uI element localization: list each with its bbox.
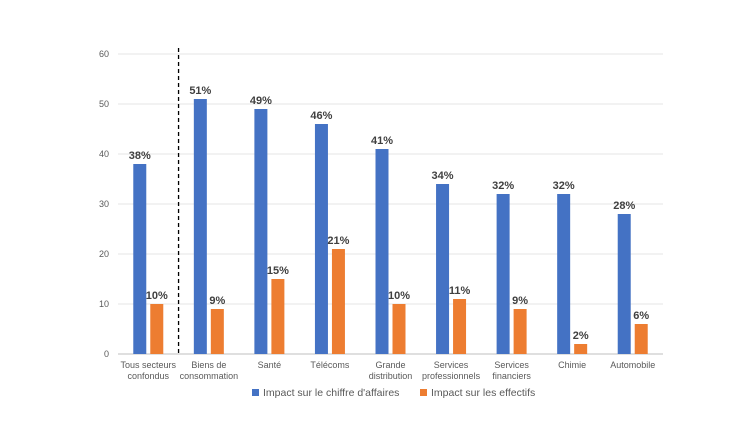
bar-effectifs xyxy=(453,299,467,354)
bar-effectifs xyxy=(574,344,588,354)
y-tick-label: 20 xyxy=(99,249,109,259)
y-tick-label: 30 xyxy=(99,199,109,209)
bar-effectifs xyxy=(150,304,164,354)
bars xyxy=(133,99,648,354)
y-tick-label: 60 xyxy=(99,49,109,59)
data-label: 2% xyxy=(573,330,589,342)
bar-chiffre-affaires xyxy=(375,149,389,354)
data-label: 28% xyxy=(613,200,635,212)
bar-chiffre-affaires xyxy=(617,214,631,354)
data-label: 21% xyxy=(327,235,349,247)
category-label: Tous secteurs confondus xyxy=(121,360,177,381)
bar-effectifs xyxy=(634,324,648,354)
data-label: 11% xyxy=(449,285,471,297)
legend: Impact sur le chiffre d'affaires Impact s… xyxy=(252,387,535,399)
category-label: Santé xyxy=(258,360,282,370)
category-label: Télécoms xyxy=(310,360,350,370)
data-label: 9% xyxy=(512,295,528,307)
data-label: 51% xyxy=(189,85,211,97)
data-label: 46% xyxy=(310,110,332,122)
category-label: Services professionnels xyxy=(422,360,481,381)
bar-effectifs xyxy=(392,304,406,354)
bar-chiffre-affaires xyxy=(557,194,571,354)
bar-chiffre-affaires xyxy=(496,194,510,354)
data-label: 15% xyxy=(267,265,289,277)
category-label: Services financiers xyxy=(492,360,531,381)
bar-chiffre-affaires xyxy=(193,99,207,354)
data-label: 38% xyxy=(129,150,151,162)
data-label: 34% xyxy=(432,170,454,182)
data-label: 9% xyxy=(209,295,225,307)
data-label: 10% xyxy=(146,290,168,302)
y-axis-ticks: 0 10 20 30 40 50 60 xyxy=(99,49,109,359)
data-label: 49% xyxy=(250,95,272,107)
bar-chiffre-affaires xyxy=(254,109,268,354)
bar-effectifs xyxy=(271,279,285,354)
data-label: 32% xyxy=(492,180,514,192)
bar-effectifs xyxy=(331,249,345,354)
category-label: Automobile xyxy=(610,360,655,370)
legend-swatch-effectifs xyxy=(420,389,427,396)
data-labels: 38% 10% 51% 9% 49% 15% 46% 21% 41% 10% 34% 11% 32% 9%… xyxy=(129,85,650,342)
bar-effectifs xyxy=(513,309,527,354)
data-label: 32% xyxy=(553,180,575,192)
data-label: 41% xyxy=(371,135,393,147)
y-tick-label: 10 xyxy=(99,299,109,309)
bar-effectifs xyxy=(210,309,224,354)
category-label: Biens de consommation xyxy=(180,360,239,381)
legend-label: Impact sur le chiffre d'affaires xyxy=(263,387,399,399)
bar-chiffre-affaires xyxy=(314,124,328,354)
category-label: Grande distribution xyxy=(369,360,413,381)
bar-chiffre-affaires xyxy=(436,184,450,354)
gridlines xyxy=(118,53,663,355)
category-label: Chimie xyxy=(558,360,586,370)
y-tick-label: 50 xyxy=(99,99,109,109)
y-tick-label: 0 xyxy=(104,349,109,359)
legend-swatch-chiffre-affaires xyxy=(252,389,259,396)
data-label: 10% xyxy=(388,290,410,302)
bar-chiffre-affaires xyxy=(133,164,147,354)
y-tick-label: 40 xyxy=(99,149,109,159)
legend-label: Impact sur les effectifs xyxy=(431,387,535,399)
data-label: 6% xyxy=(633,310,649,322)
